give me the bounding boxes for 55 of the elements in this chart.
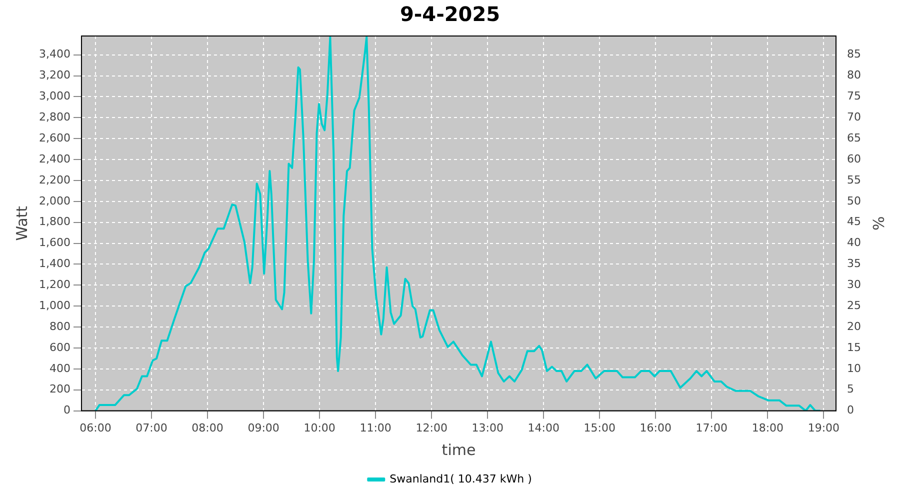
x-tick-label: 11:00	[360, 421, 392, 434]
y2-tick-label: 0	[847, 404, 854, 417]
y-tick-label: 0	[63, 404, 70, 417]
y-tick-label: 1,000	[38, 298, 70, 312]
x-tick-label: 18:00	[752, 421, 784, 434]
x-tick-label: 17:00	[696, 421, 728, 434]
y2-tick-label: 80	[847, 68, 862, 82]
y-tick-label: 1,800	[38, 215, 70, 228]
y2-tick-label: 70	[847, 110, 862, 124]
y-tick-label: 2,600	[38, 131, 70, 144]
y2-tick-label: 30	[847, 278, 862, 292]
x-tick-label: 12:00	[416, 421, 448, 434]
y-tick-label: 3,400	[38, 48, 70, 61]
x-tick-label: 10:00	[304, 421, 336, 434]
y2-tick-label: 40	[847, 236, 862, 250]
x-tick-label: 19:00	[808, 421, 840, 434]
y2-tick-label: 55	[847, 173, 862, 186]
y2-tick-label: 60	[847, 152, 862, 166]
x-tick-label: 14:00	[528, 421, 560, 434]
y2-tick-label: 50	[847, 194, 862, 208]
y2-tick-label: 15	[847, 340, 862, 354]
x-axis-title: time	[442, 440, 476, 459]
y-tick-label: 2,800	[38, 110, 70, 124]
y2-tick-label: 65	[847, 131, 862, 144]
x-tick-label: 06:00	[80, 421, 112, 434]
chart-title: 9-4-2025	[400, 2, 500, 26]
y-tick-label: 2,200	[38, 173, 70, 186]
y-tick-label: 2,400	[38, 152, 70, 166]
y-tick-label: 200	[49, 382, 70, 396]
x-tick-label: 13:00	[472, 421, 504, 434]
x-tick-label: 09:00	[248, 421, 280, 434]
y2-tick-label: 5	[847, 382, 854, 396]
y-tick-label: 1,200	[38, 278, 70, 292]
x-tick-label: 15:00	[584, 421, 616, 434]
y2-tick-label: 25	[847, 298, 862, 312]
y-tick-label: 3,200	[38, 68, 70, 82]
y-tick-label: 2,000	[38, 194, 70, 208]
y2-axis-title: %	[869, 216, 888, 231]
y-tick-label: 3,000	[38, 90, 70, 103]
y2-tick-label: 75	[847, 90, 862, 103]
y-tick-label: 400	[49, 362, 70, 375]
x-tick-label: 07:00	[136, 421, 168, 434]
y-tick-label: 1,600	[38, 236, 70, 250]
y2-tick-label: 45	[847, 215, 862, 228]
y2-tick-label: 85	[847, 48, 862, 61]
y-tick-label: 1,400	[38, 257, 70, 270]
legend-label: Swanland1( 10.437 kWh )	[390, 472, 532, 486]
y2-tick-label: 10	[847, 362, 862, 375]
x-tick-label: 16:00	[640, 421, 672, 434]
y-tick-label: 800	[49, 320, 70, 333]
y2-tick-label: 20	[847, 320, 862, 333]
x-tick-label: 08:00	[192, 421, 224, 434]
y-axis-title: Watt	[12, 206, 31, 241]
y2-tick-label: 35	[847, 257, 862, 270]
y-tick-label: 600	[49, 340, 70, 354]
